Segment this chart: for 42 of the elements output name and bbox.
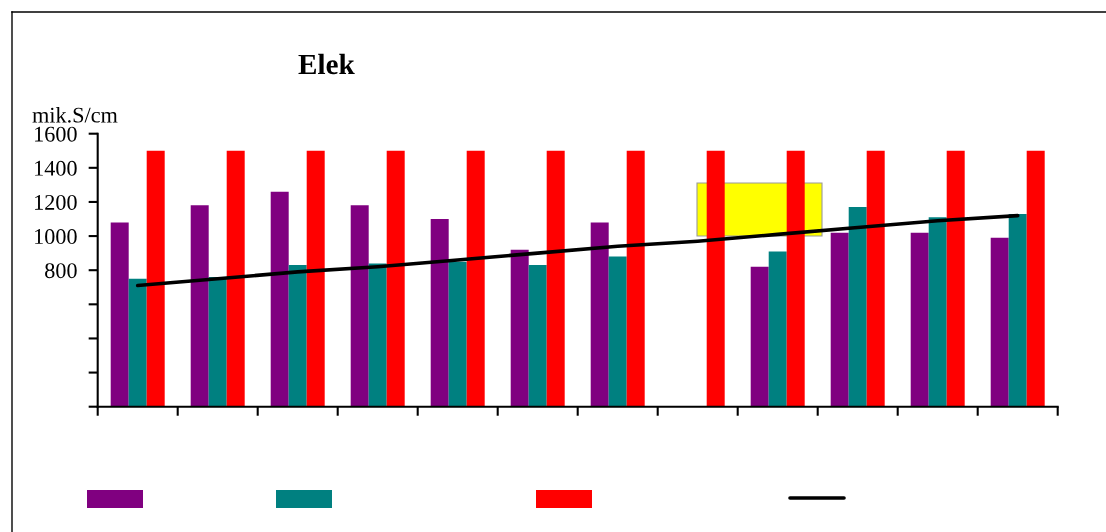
y-tick-label: 1200 [35,194,77,210]
bar [430,219,449,407]
bar [466,150,485,407]
bar [110,222,129,407]
bar [350,205,369,407]
bar [626,150,645,407]
bar [1026,150,1045,407]
bar [1008,213,1027,407]
bar [990,237,1009,407]
bar [608,256,627,407]
bar [270,191,289,407]
bar [866,150,885,407]
bar [226,150,245,407]
bar [910,232,929,407]
y-tick-label: 1000 [35,229,77,244]
bar [928,217,947,407]
bar [386,150,405,407]
chart-title: Elek [298,53,355,75]
bar [528,265,547,407]
bar [368,263,387,407]
bar [510,249,529,407]
bar [288,265,307,407]
bar [786,150,805,407]
bar [208,277,227,407]
bar [546,150,565,407]
bar [448,261,467,407]
bar [946,150,965,407]
bar [306,150,325,407]
bar [750,266,769,407]
bar [848,207,867,407]
bar [190,205,209,407]
y-axis-title: mik.S/cm [32,106,118,123]
bar [706,150,725,407]
y-tick-label: 800 [45,263,77,279]
bar [128,278,147,407]
bar [590,222,609,407]
bar [146,150,165,407]
bar [830,232,849,407]
bar [768,251,787,407]
y-tick-label: 1600 [35,126,77,142]
y-tick-label: 1400 [35,160,77,176]
line-series [135,213,1020,288]
